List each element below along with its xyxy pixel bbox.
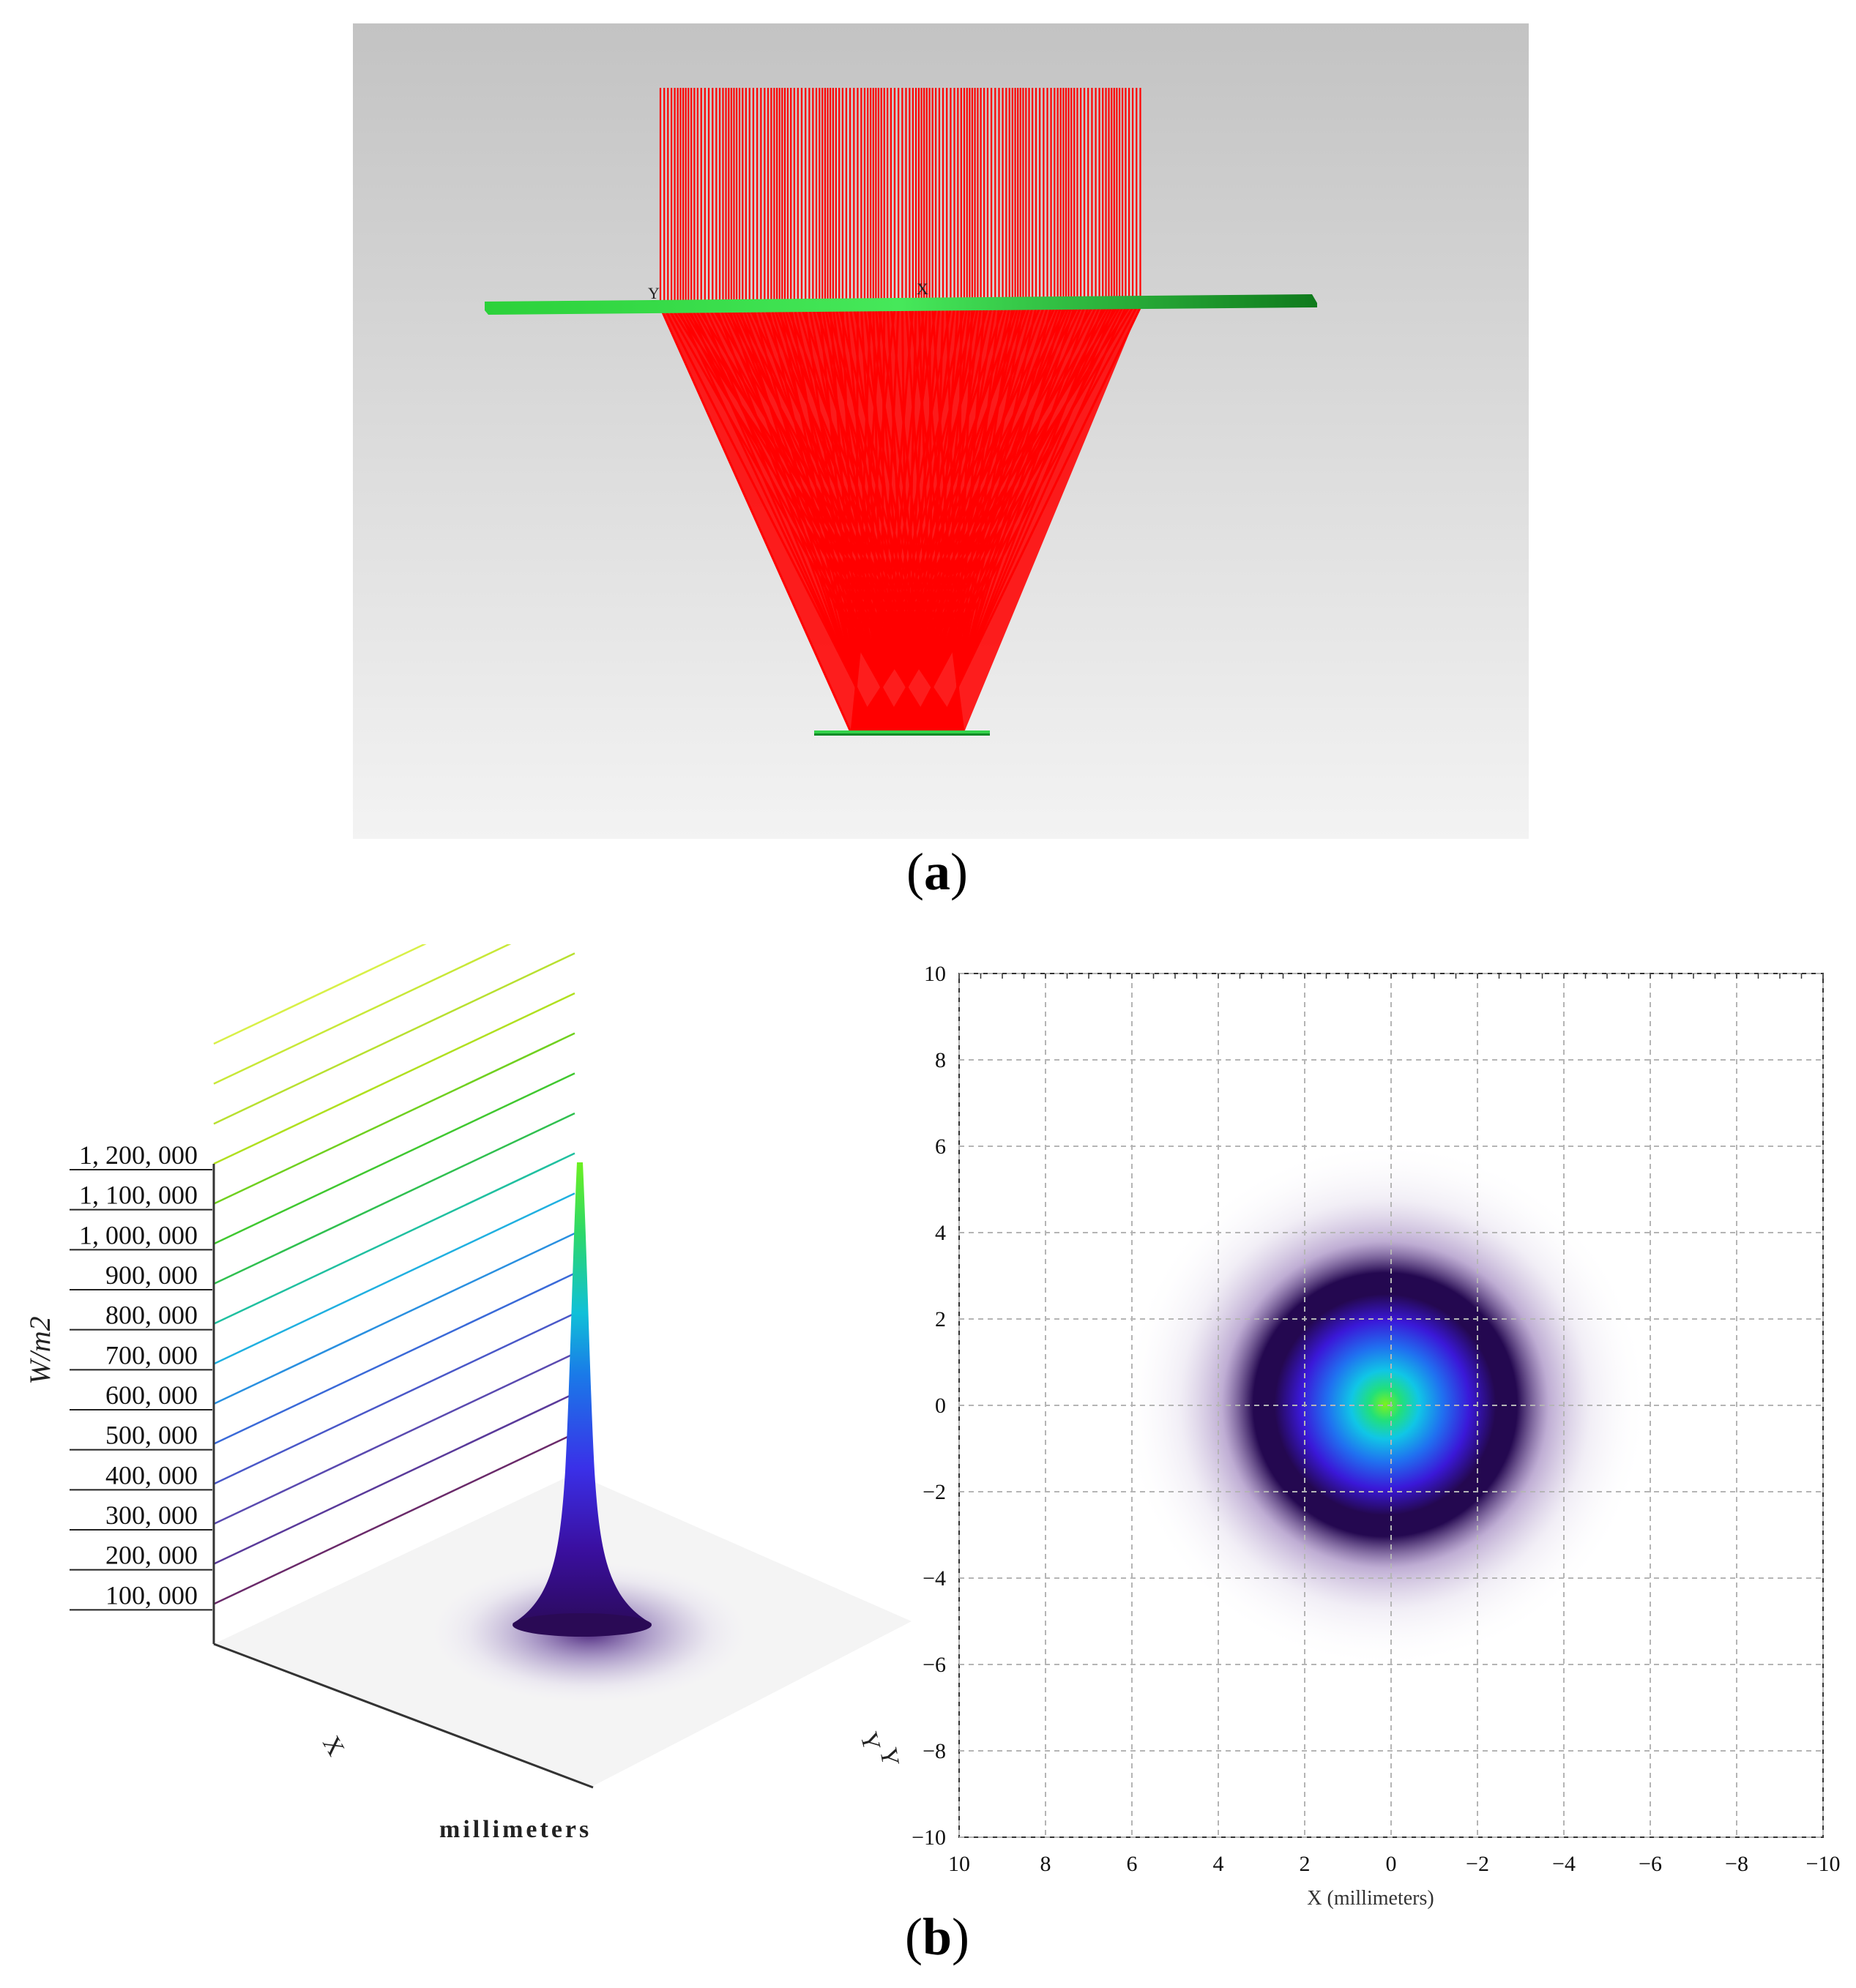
z-tick-label: 1, 000, 000 (79, 1220, 198, 1249)
z-gridline (213, 952, 575, 1125)
z-tick-labels: 100, 000 200, 000 300, 000 400, 000 500, 000… (70, 1140, 212, 1611)
x-tick-label: −6 (1639, 1852, 1662, 1876)
ray-trace-view: Y X (353, 23, 1529, 839)
z-gridline (213, 1312, 575, 1485)
y-tick-label: 10 (924, 962, 946, 986)
detector-plate-edge (814, 733, 990, 736)
y-tick-label: −8 (923, 1739, 946, 1763)
z-tick-label: 900, 000 (105, 1260, 198, 1290)
panel-label-a: (a) (906, 842, 968, 901)
z-gridline (213, 1152, 575, 1325)
y-tick-labels: 10 8 6 4 2 0 −2 −4 −6 −8 −10 (912, 962, 946, 1850)
z-gridline (213, 1392, 575, 1565)
z-tick-label: 300, 000 (105, 1501, 198, 1530)
x-tick-label: −10 (1806, 1852, 1841, 1876)
z-gridline (213, 1432, 575, 1605)
z-tick-label: 400, 000 (105, 1460, 198, 1490)
z-tick-label: 600, 000 (105, 1380, 198, 1410)
x-tick-label: 4 (1213, 1852, 1224, 1876)
x-tick-label: −4 (1552, 1852, 1576, 1876)
panel-label-b: (b) (904, 1907, 969, 1966)
z-gridline (213, 1232, 575, 1405)
irradiance-map: 10 8 6 4 2 0 −2 −4 −6 −8 −10 10 8 6 4 2 0 −2 −4 −6 −8 −10 X … (874, 962, 1840, 1910)
x-tick-label: 10 (948, 1852, 970, 1876)
y-tick-label: −4 (923, 1566, 946, 1591)
detector-plate (814, 730, 990, 736)
y-tick-label: 2 (935, 1307, 946, 1331)
x-axis (213, 1643, 594, 1789)
unit-label: millimeters (439, 1816, 592, 1843)
incoming-parallel-rays (659, 88, 1141, 307)
z-gridline (213, 1032, 575, 1205)
z-tick-label: 800, 000 (105, 1301, 198, 1330)
y-tick-label: −10 (912, 1826, 946, 1850)
y-tick-label: 8 (935, 1048, 946, 1072)
y-axis-label: Y (874, 1746, 904, 1768)
z-gridline (213, 1072, 575, 1245)
z-grid-lines (213, 944, 575, 1605)
axis-label-x: X (917, 280, 928, 298)
x-tick-label: 6 (1127, 1852, 1138, 1876)
z-tick-label: 100, 000 (105, 1580, 198, 1610)
x-tick-label: 0 (1386, 1852, 1397, 1876)
z-tick-label: 700, 000 (105, 1340, 198, 1369)
peak-base (513, 1613, 652, 1637)
x-tick-label: −8 (1725, 1852, 1748, 1876)
x-tick-labels: 10 8 6 4 2 0 −2 −4 −6 −8 −10 (948, 1852, 1840, 1876)
y-tick-label: −2 (923, 1480, 946, 1504)
x-tick-label: 2 (1300, 1852, 1311, 1876)
z-axis-label: W/m2 (23, 1316, 56, 1384)
y-tick-label: 0 (935, 1394, 946, 1418)
z-gridline (213, 1272, 575, 1445)
x-tick-label: 8 (1040, 1852, 1051, 1876)
z-tick-label: 500, 000 (105, 1421, 198, 1450)
map-grid (958, 973, 1824, 1838)
axis-label-y: Y (648, 284, 660, 302)
z-gridline (213, 1352, 575, 1525)
z-gridline (213, 944, 512, 1085)
y-tick-label: 4 (935, 1221, 946, 1245)
z-gridline (213, 992, 575, 1165)
x-axis-label: X (317, 1732, 349, 1761)
ray-cone-fill (660, 307, 1140, 732)
y-tick-label: 6 (935, 1135, 946, 1159)
z-gridline (213, 1112, 575, 1285)
intensity-peak (513, 1162, 652, 1634)
z-tick-label: 1, 200, 000 (79, 1140, 198, 1170)
z-tick-label: 1, 100, 000 (79, 1181, 198, 1210)
z-gridline (213, 1192, 575, 1365)
z-gridline (213, 944, 427, 1045)
y-tick-label: −6 (923, 1653, 946, 1677)
surface-3d-plot: 100, 000 200, 000 300, 000 400, 000 500, 000… (23, 944, 912, 1843)
converging-rays (659, 307, 1141, 733)
z-tick-label: 200, 000 (105, 1541, 198, 1570)
x-axis-label: X (millimeters) (1307, 1887, 1434, 1910)
lens-plate (485, 294, 1317, 315)
focal-spot (1122, 1141, 1649, 1668)
x-tick-label: −2 (1466, 1852, 1489, 1876)
